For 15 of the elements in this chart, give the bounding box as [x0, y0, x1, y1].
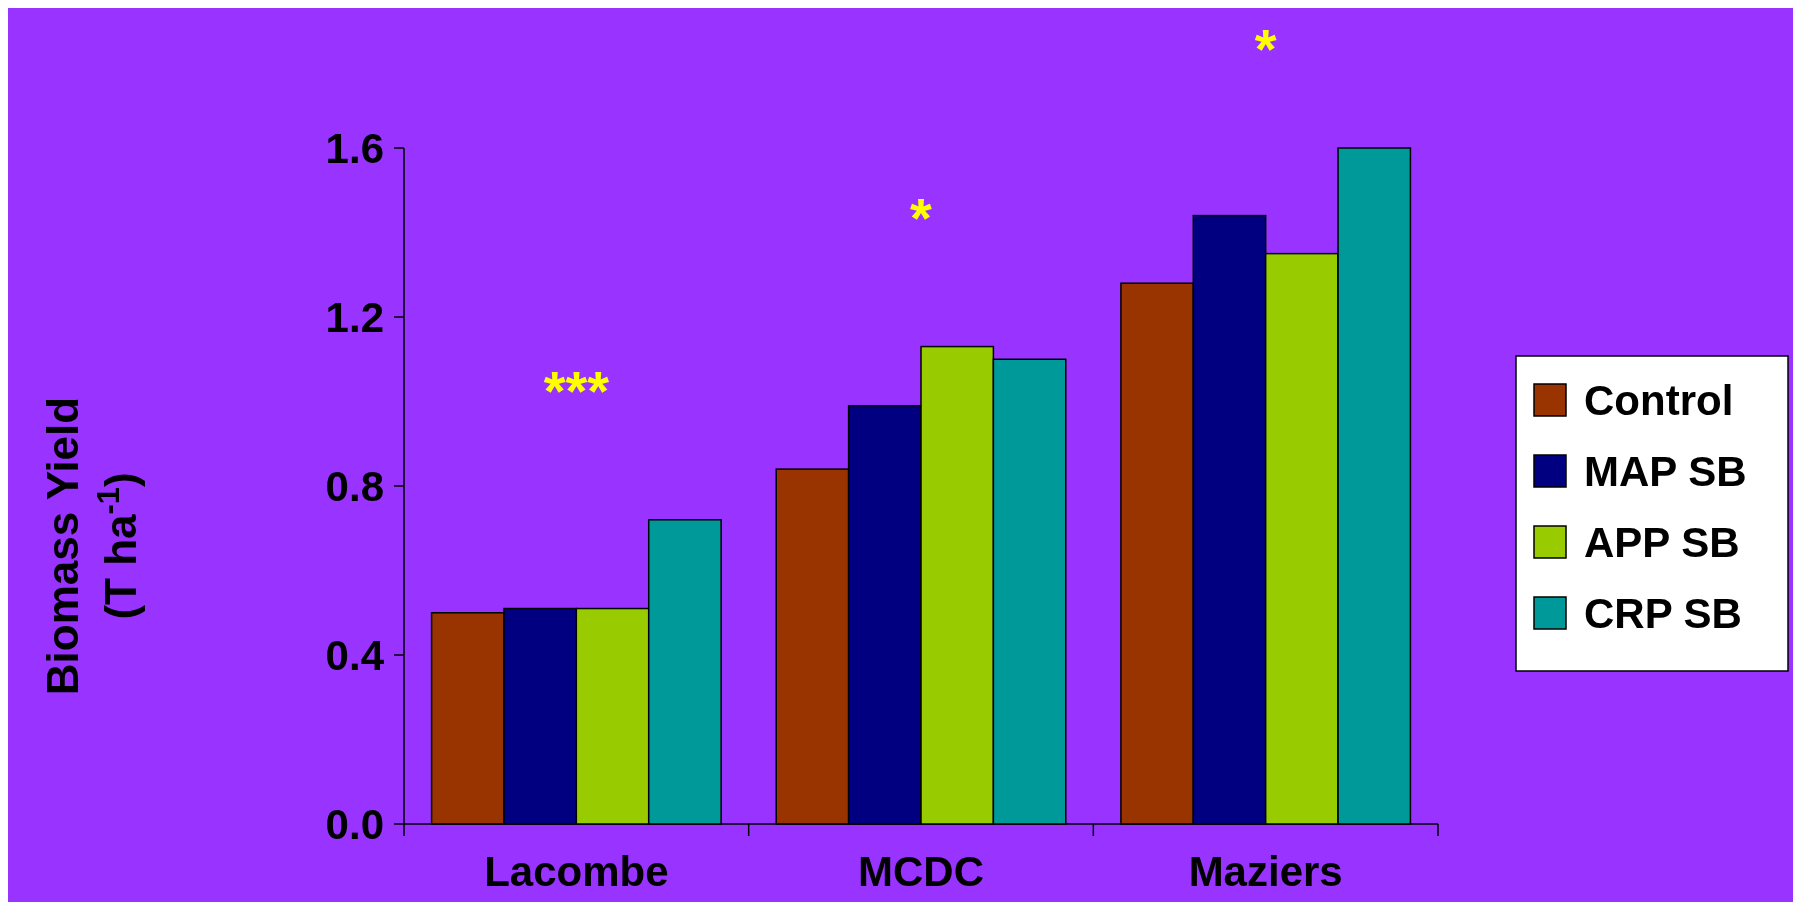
y-tick-label: 0.4: [325, 631, 385, 679]
y-tick-label: 1.2: [325, 293, 384, 341]
legend-label: CRP SB: [1584, 589, 1742, 637]
legend-label: APP SB: [1584, 518, 1740, 566]
text: *: [1254, 17, 1277, 80]
legend-label: MAP SB: [1584, 447, 1747, 495]
x-tick-label: Maziers: [1188, 848, 1343, 895]
annotation: *: [910, 185, 933, 249]
legend-label: Control: [1584, 376, 1734, 424]
y-tick-label: 1.6: [325, 124, 384, 172]
annotation: ***: [543, 358, 610, 422]
y-tick-label: 0.8: [325, 462, 384, 510]
x-tick-label: MCDC: [858, 848, 984, 895]
x-tick-label: Lacombe: [484, 848, 669, 895]
text: 0.0: [325, 800, 384, 848]
